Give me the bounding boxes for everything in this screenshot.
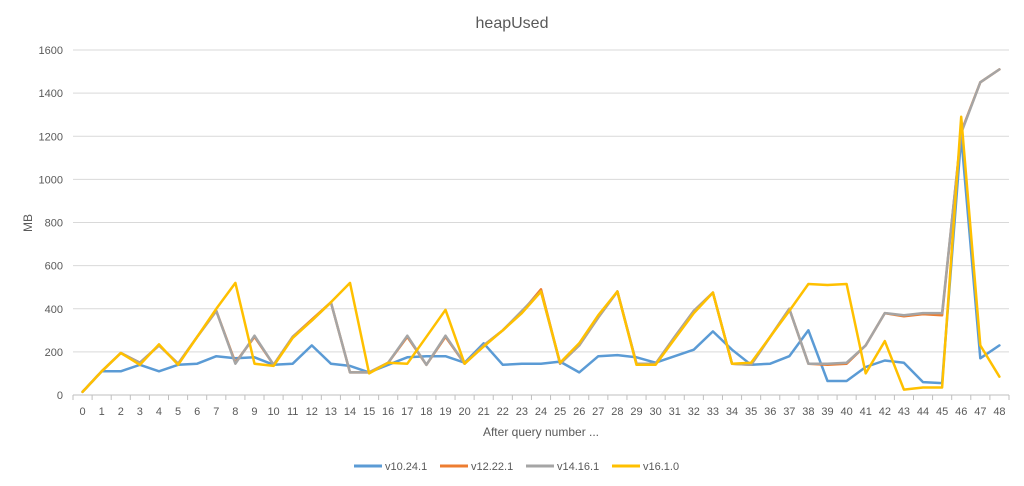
x-tick-label: 3 (137, 406, 143, 418)
x-tick-label: 37 (783, 406, 795, 418)
y-tick-label: 600 (45, 261, 63, 273)
x-tick-label: 7 (213, 406, 219, 418)
x-tick-label: 26 (573, 406, 585, 418)
x-tick-label: 10 (267, 406, 279, 418)
x-axis-label: After query number ... (483, 425, 599, 439)
x-tick-label: 6 (194, 406, 200, 418)
x-tick-label: 17 (401, 406, 413, 418)
legend-label: v16.1.0 (643, 461, 679, 473)
x-tick-label: 21 (478, 406, 490, 418)
y-axis-ticks: 0 200 400 600 800 1000 1200 1400 1600 (39, 45, 63, 402)
x-tick-label: 8 (232, 406, 238, 418)
x-tick-label: 18 (420, 406, 432, 418)
x-tick-label: 34 (726, 406, 738, 418)
x-tick-label: 9 (251, 406, 257, 418)
y-tick-label: 1400 (39, 88, 63, 100)
x-tick-label: 0 (79, 406, 85, 418)
x-tick-label: 36 (764, 406, 776, 418)
x-tick-label: 30 (649, 406, 661, 418)
x-tick-label: 24 (535, 406, 547, 418)
x-tick-label: 35 (745, 406, 757, 418)
y-tick-label: 0 (57, 390, 63, 402)
x-tick-label: 40 (841, 406, 853, 418)
y-axis-label: MB (21, 214, 35, 232)
x-tick-label: 32 (688, 406, 700, 418)
x-tick-label: 4 (156, 406, 162, 418)
gridlines (73, 49, 1009, 396)
x-tick-label: 13 (325, 406, 337, 418)
series-lines (81, 68, 1001, 394)
legend-label: v12.22.1 (471, 461, 513, 473)
x-tick-label: 29 (630, 406, 642, 418)
x-axis-ticks: 0 1 2 3 4 5 6 7 8 9 10 11 12 13 14 15 16 17 18 19 20 21 22 23 24… (72, 395, 1010, 418)
x-tick-label: 43 (898, 406, 910, 418)
x-tick-label: 46 (955, 406, 967, 418)
series-line-3 (81, 115, 1001, 394)
y-tick-label: 1000 (39, 174, 63, 186)
x-tick-label: 39 (821, 406, 833, 418)
x-tick-label: 48 (993, 406, 1005, 418)
x-tick-label: 45 (936, 406, 948, 418)
x-tick-label: 11 (287, 406, 298, 418)
y-tick-label: 400 (45, 304, 63, 316)
series-line-0 (81, 135, 1001, 394)
x-tick-label: 38 (802, 406, 814, 418)
x-tick-label: 41 (860, 406, 872, 418)
x-tick-label: 31 (669, 406, 681, 418)
x-tick-label: 23 (516, 406, 528, 418)
x-tick-label: 42 (879, 406, 891, 418)
x-tick-label: 14 (344, 406, 356, 418)
x-tick-label: 19 (439, 406, 451, 418)
series-line-1 (81, 68, 1001, 394)
x-tick-label: 2 (118, 406, 124, 418)
x-tick-label: 28 (611, 406, 623, 418)
x-tick-label: 12 (306, 406, 318, 418)
x-tick-label: 33 (707, 406, 719, 418)
y-tick-label: 200 (45, 347, 63, 359)
x-tick-label: 1 (99, 406, 105, 418)
legend: v10.24.1 v12.22.1 v14.16.1 v16.1.0 (354, 461, 679, 473)
chart-title: heapUsed (476, 15, 549, 32)
x-tick-label: 5 (175, 406, 181, 418)
legend-label: v10.24.1 (385, 461, 427, 473)
x-tick-label: 15 (363, 406, 375, 418)
y-tick-label: 1200 (39, 131, 63, 143)
x-tick-label: 27 (592, 406, 604, 418)
y-tick-label: 800 (45, 218, 63, 230)
x-tick-label: 22 (497, 406, 509, 418)
x-tick-label: 25 (554, 406, 566, 418)
legend-label: v14.16.1 (557, 461, 599, 473)
y-tick-label: 1600 (39, 45, 63, 57)
x-tick-label: 16 (382, 406, 394, 418)
x-tick-label: 20 (458, 406, 470, 418)
series-line-2 (81, 68, 1001, 394)
x-tick-label: 44 (917, 406, 929, 418)
x-tick-label: 47 (974, 406, 986, 418)
